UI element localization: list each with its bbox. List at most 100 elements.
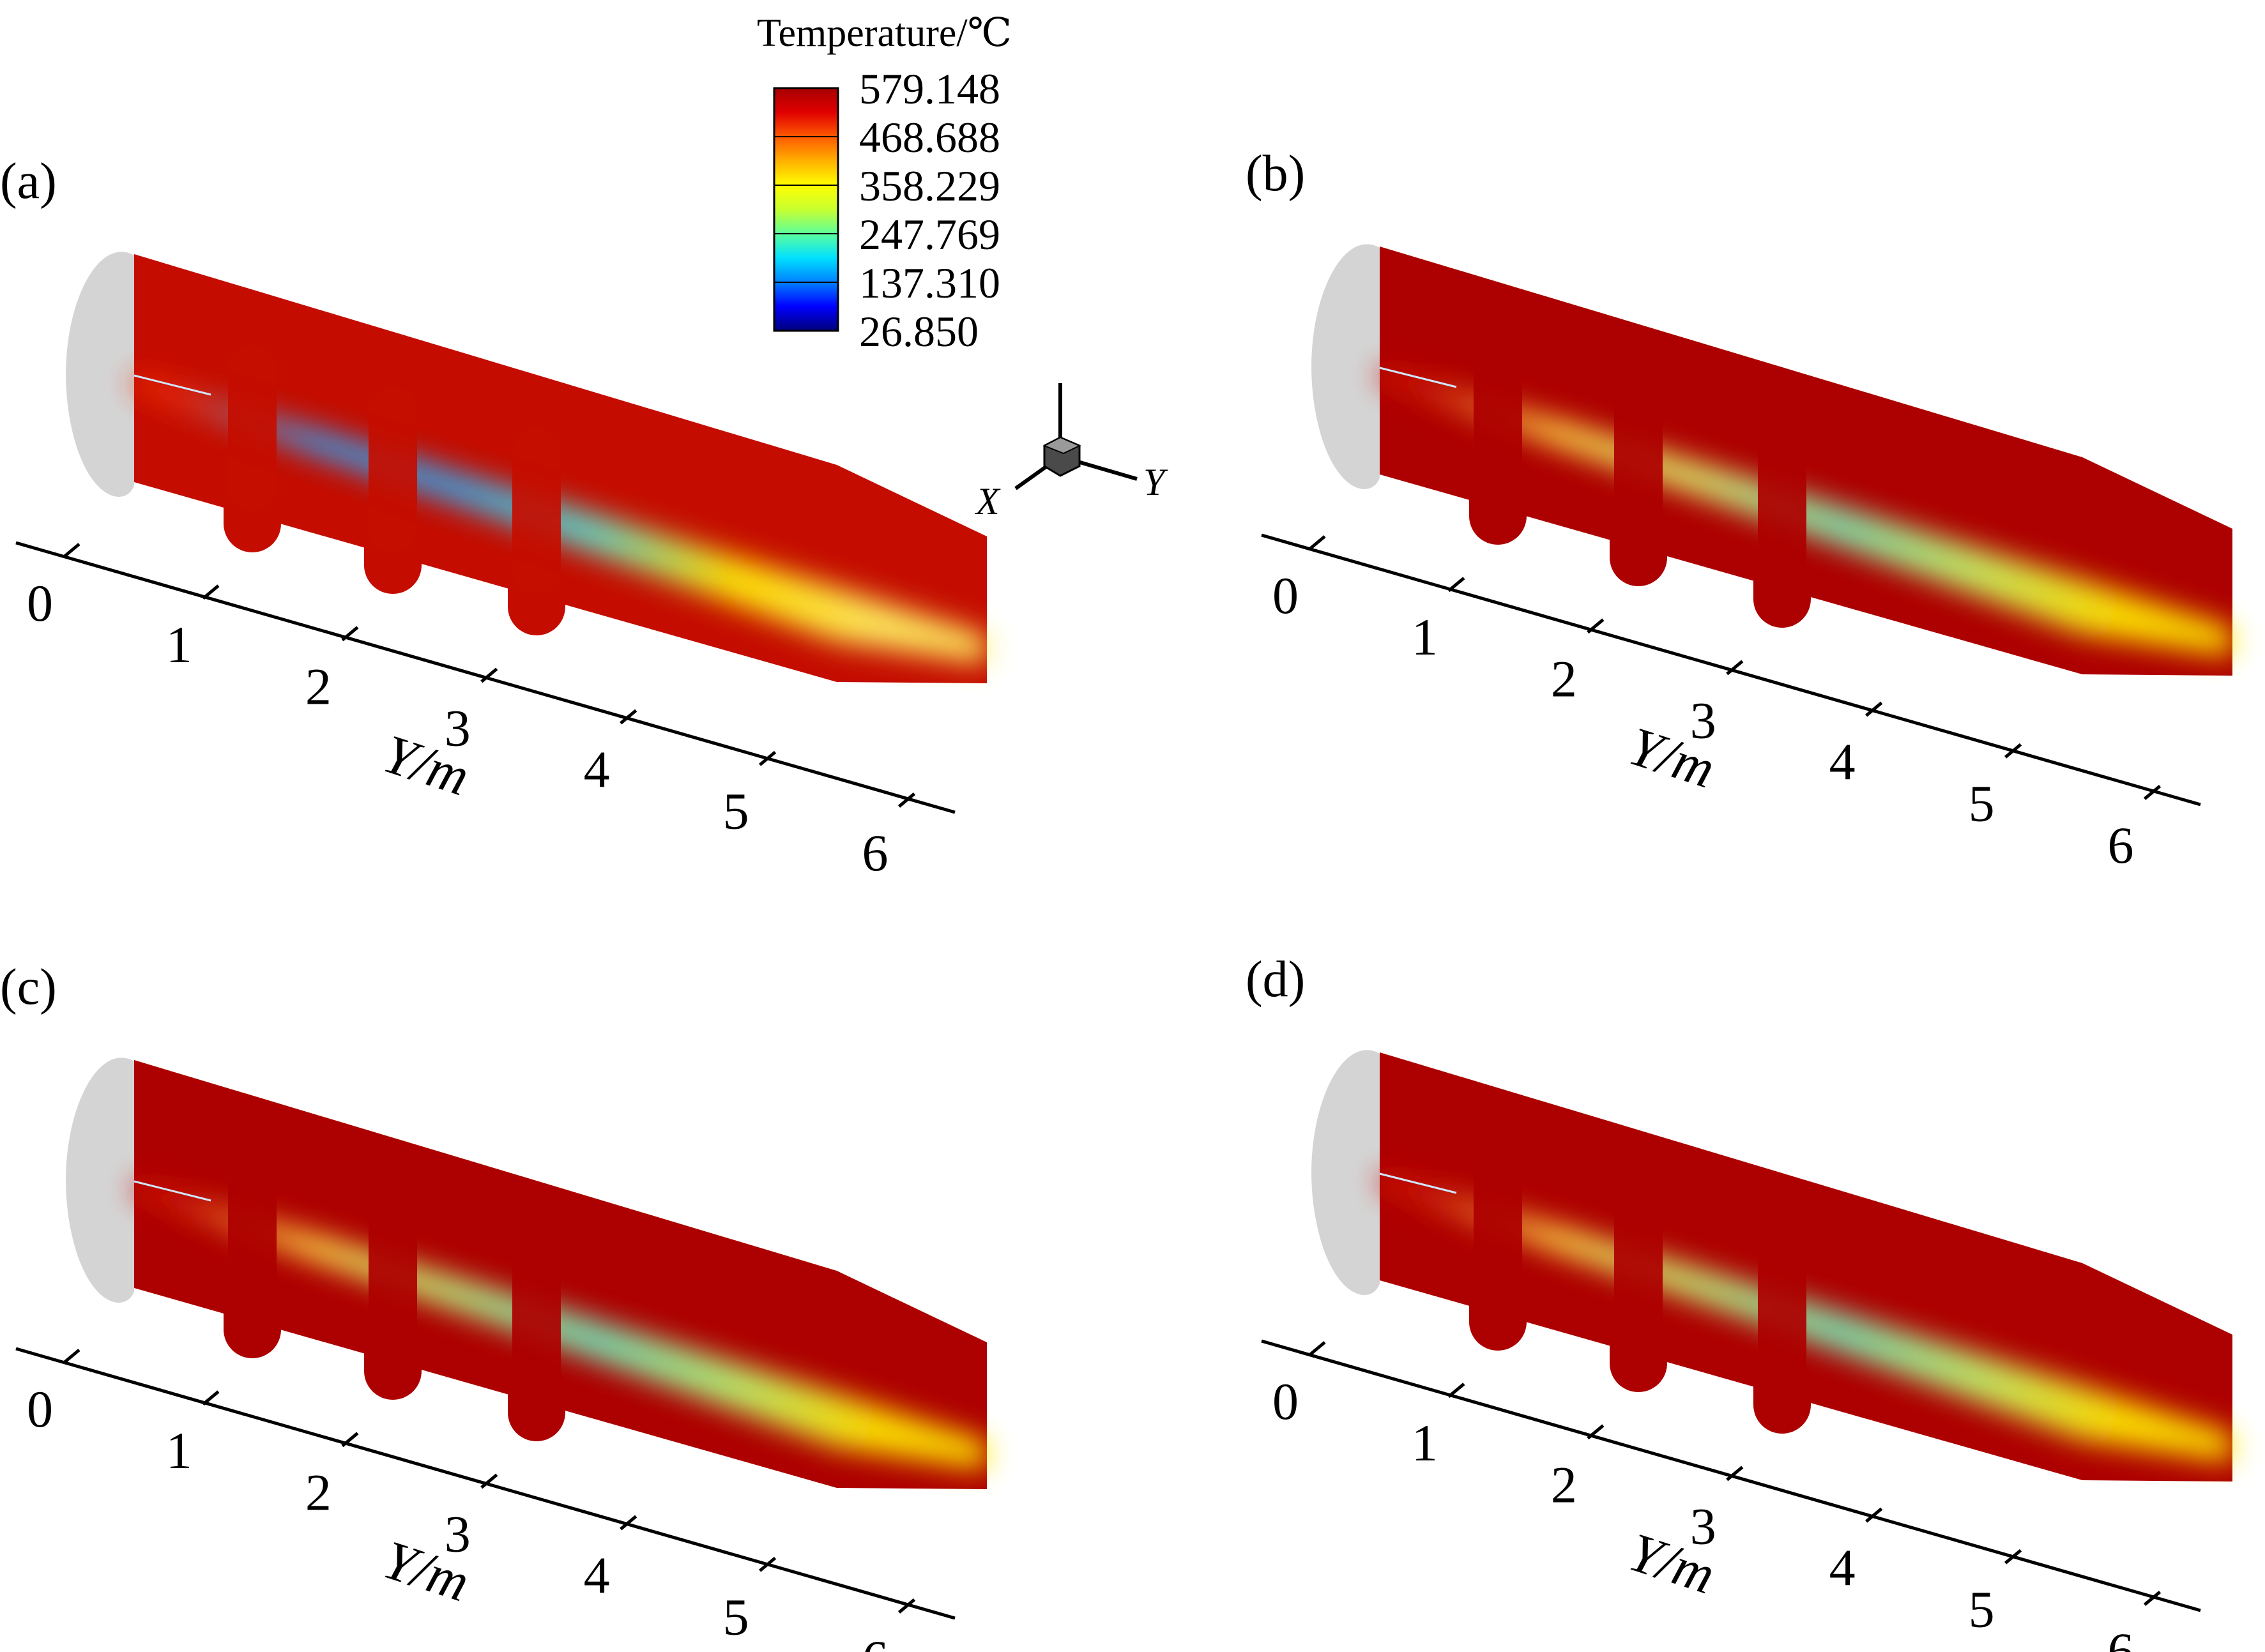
axis-tick-label: 2 <box>1551 649 1577 708</box>
baffle-ring-front <box>1614 379 1663 545</box>
baffle-ring-front <box>1474 1143 1522 1309</box>
axis-tick-label: 3 <box>445 1504 471 1563</box>
axis-tick-label: 1 <box>166 616 192 674</box>
baffle-ring-front <box>1474 337 1522 503</box>
axis-tick <box>897 792 916 808</box>
axis-tick-label: 5 <box>1969 1580 1995 1639</box>
baffle-ring-front <box>1758 420 1806 586</box>
axis-tick-label: 1 <box>1412 608 1438 666</box>
panel-label: (a) <box>0 153 57 209</box>
axis-tick <box>341 626 359 642</box>
axis-tick <box>1865 1507 1883 1523</box>
axis-tick-label: 5 <box>723 1588 749 1646</box>
legend-title: Temperature/℃ <box>757 11 1012 55</box>
axis-tick <box>2143 1590 2162 1606</box>
triad-x-label: X <box>975 480 1001 522</box>
baffle-ring-front <box>369 386 417 552</box>
axis-tick-label: 5 <box>723 782 749 840</box>
panels: 0123456Y/m(a)0123456Y/m(b)0123456Y/m(c)0… <box>0 146 2232 1652</box>
axis-tick <box>480 667 498 683</box>
axis-tick <box>1308 535 1326 550</box>
axis-tick-label: 4 <box>584 1547 610 1605</box>
axis-tick <box>1726 1466 1744 1481</box>
axis-tick <box>1726 660 1744 676</box>
axis-tick-label: 4 <box>1829 1539 1856 1597</box>
axis-tick <box>63 543 80 558</box>
axis-tick-label: 0 <box>1272 1372 1299 1430</box>
inlet-jet <box>1379 367 1457 388</box>
panel-label: (b) <box>1246 146 1305 202</box>
axis-tick <box>1587 1424 1605 1440</box>
axis-tick-label: 6 <box>2108 1622 2134 1652</box>
triad-y-label: Y <box>1143 461 1168 503</box>
inlet-jet <box>133 1180 211 1202</box>
axis-tick-label: 6 <box>862 824 888 882</box>
panel-label: (d) <box>1246 951 1305 1008</box>
axis-tick <box>1447 1383 1465 1398</box>
axis-tick-label: 0 <box>27 1380 53 1438</box>
axis-tick <box>620 1515 637 1531</box>
baffle-ring-front <box>512 1234 561 1400</box>
legend-ticks <box>774 136 838 283</box>
legend-value-label: 579.148 <box>859 64 1000 113</box>
axis-tick <box>897 1598 916 1614</box>
inlet-outline <box>1311 244 1380 489</box>
axis-tick-label: 3 <box>445 699 471 757</box>
axis-tick <box>1447 577 1465 593</box>
axis-tick <box>758 750 777 766</box>
baffle-ring-front <box>369 1192 417 1358</box>
axis-tick <box>480 1473 498 1489</box>
inlet-outline <box>1311 1050 1380 1295</box>
legend-values: 579.148468.688358.229247.769137.31026.85… <box>859 64 1000 356</box>
legend-value-label: 26.850 <box>859 307 979 356</box>
axis-tick <box>1865 701 1883 717</box>
legend-value-label: 247.769 <box>859 210 1000 259</box>
temperature-legend: Temperature/℃ 579.148468.688358.229247.7… <box>757 11 1012 356</box>
axis-triad: X Y <box>975 383 1168 522</box>
inlet-outline <box>66 1057 134 1303</box>
legend-value-label: 137.310 <box>859 259 1000 307</box>
axis-tick-label: 5 <box>1969 775 1995 833</box>
axis-tick-label: 2 <box>305 1463 332 1521</box>
legend-colorbar <box>773 87 839 332</box>
axis-tick-label: 1 <box>1412 1414 1438 1472</box>
axis-tick <box>202 1390 220 1406</box>
axis-tick-label: 6 <box>862 1630 888 1652</box>
inlet-outline <box>66 252 134 497</box>
axis-tick-label: 4 <box>584 741 610 799</box>
axis-tick <box>341 1432 359 1448</box>
axis-tick <box>1587 618 1605 634</box>
panel-label: (c) <box>0 959 57 1015</box>
axis-tick-label: 0 <box>27 574 53 632</box>
baffle-ring-front <box>228 1151 277 1317</box>
axis-tick-label: 4 <box>1829 733 1856 791</box>
axis-tick <box>1308 1341 1326 1356</box>
baffle-ring-front <box>1614 1185 1663 1351</box>
axis-tick-label: 1 <box>166 1421 192 1480</box>
legend-value-label: 468.688 <box>859 113 1000 162</box>
axis-tick <box>620 709 637 725</box>
triad-cube-top <box>1042 436 1081 455</box>
legend-value-label: 358.229 <box>859 162 1000 210</box>
inlet-jet <box>1379 1172 1457 1194</box>
baffle-ring-front <box>512 428 561 594</box>
axis-tick-label: 2 <box>1551 1455 1577 1513</box>
axis-tick-label: 6 <box>2108 816 2134 874</box>
axis-tick <box>758 1556 777 1572</box>
baffle-ring-front <box>228 345 277 511</box>
axis-tick <box>2143 784 2162 800</box>
inlet-jet <box>133 374 211 396</box>
axis-tick-label: 3 <box>1690 1497 1716 1555</box>
axis-tick <box>63 1349 80 1364</box>
axis-tick-label: 3 <box>1690 691 1716 749</box>
axis-tick <box>202 584 220 600</box>
axis-tick <box>2004 1549 2022 1565</box>
axis-tick <box>2004 743 2022 759</box>
axis-tick-label: 0 <box>1272 566 1299 625</box>
baffle-ring-front <box>1758 1226 1806 1392</box>
